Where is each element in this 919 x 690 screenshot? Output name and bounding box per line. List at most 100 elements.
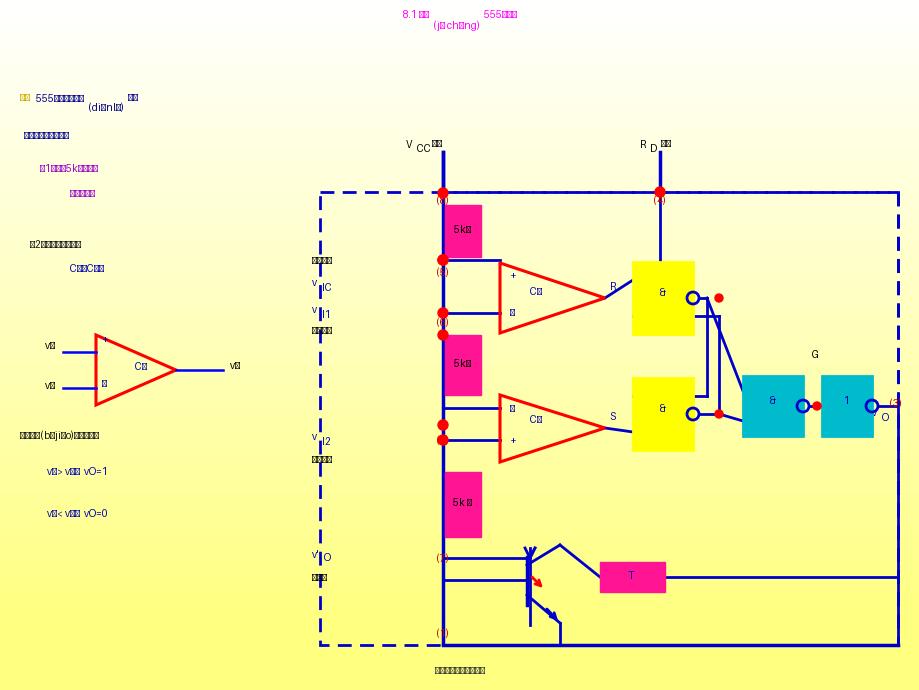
Bar (0, 647, 919, 648)
Bar (0, 148, 919, 149)
Bar (0, 494, 919, 495)
Bar (0, 126, 919, 127)
Bar (0, 642, 919, 643)
Bar (0, 529, 919, 530)
Bar (0, 361, 919, 362)
Bar (0, 662, 919, 663)
Bar (0, 440, 919, 441)
Bar (0, 230, 919, 231)
Bar (0, 486, 919, 487)
Bar (0, 292, 919, 293)
Bar (0, 15, 919, 16)
Bar (0, 39, 919, 40)
Bar (0, 557, 919, 558)
Bar (0, 283, 919, 284)
Bar (0, 543, 919, 544)
Bar (0, 38, 919, 39)
Bar (0, 58, 919, 59)
Bar (0, 42, 919, 43)
Bar (0, 190, 919, 191)
Bar (0, 9, 919, 10)
Bar (0, 489, 919, 490)
Bar (0, 17, 919, 18)
Bar (0, 5, 919, 6)
Bar (0, 689, 919, 690)
Bar (0, 550, 919, 551)
Circle shape (437, 255, 448, 265)
Bar (0, 591, 919, 592)
Bar (0, 285, 919, 286)
Bar (0, 353, 919, 354)
Bar (0, 481, 919, 482)
Bar (0, 612, 919, 613)
Bar (0, 100, 919, 101)
Bar (0, 661, 919, 662)
Bar (0, 571, 919, 572)
Bar (0, 541, 919, 542)
Bar (0, 82, 919, 83)
Bar (0, 346, 919, 347)
Bar (0, 413, 919, 414)
Bar (0, 216, 919, 217)
Bar (0, 67, 919, 68)
Bar (0, 403, 919, 404)
Bar (0, 552, 919, 553)
Bar (0, 644, 919, 645)
Bar (0, 372, 919, 373)
Bar (0, 468, 919, 469)
Bar (0, 567, 919, 568)
Bar (0, 16, 919, 17)
Bar (0, 185, 919, 186)
Bar (0, 532, 919, 533)
Bar (0, 648, 919, 649)
Bar (0, 448, 919, 449)
Bar (0, 238, 919, 239)
Bar (0, 465, 919, 466)
Bar (0, 55, 919, 56)
Bar (0, 347, 919, 348)
Bar (0, 601, 919, 602)
Bar (0, 147, 919, 148)
Bar (0, 434, 919, 435)
Bar (0, 436, 919, 437)
Bar (0, 350, 919, 351)
Bar (0, 77, 919, 78)
Bar (0, 394, 919, 395)
Bar (0, 522, 919, 523)
Bar (0, 549, 919, 550)
Bar (0, 657, 919, 658)
Bar (0, 505, 919, 506)
Bar (0, 447, 919, 448)
Bar (0, 566, 919, 567)
Bar (0, 269, 919, 270)
Bar (0, 564, 919, 565)
Bar (0, 167, 919, 168)
Circle shape (714, 410, 722, 418)
Circle shape (437, 330, 448, 340)
Bar (0, 487, 919, 488)
Bar (0, 619, 919, 620)
Bar (0, 151, 919, 152)
Bar (0, 31, 919, 32)
Bar (0, 578, 919, 579)
Bar (0, 124, 919, 125)
Bar (0, 56, 919, 57)
Bar (0, 623, 919, 624)
Bar (0, 288, 919, 289)
Bar (0, 572, 919, 573)
Bar (0, 286, 919, 287)
Bar (0, 47, 919, 48)
Bar (0, 633, 919, 634)
Bar (0, 29, 919, 30)
Bar (0, 140, 919, 141)
Bar (0, 684, 919, 685)
Bar (0, 356, 919, 357)
Bar (0, 83, 919, 84)
Bar (0, 312, 919, 313)
Bar (0, 530, 919, 531)
Bar (0, 74, 919, 75)
Bar (0, 219, 919, 220)
Bar (0, 157, 919, 158)
Bar (0, 339, 919, 340)
Bar (0, 71, 919, 72)
